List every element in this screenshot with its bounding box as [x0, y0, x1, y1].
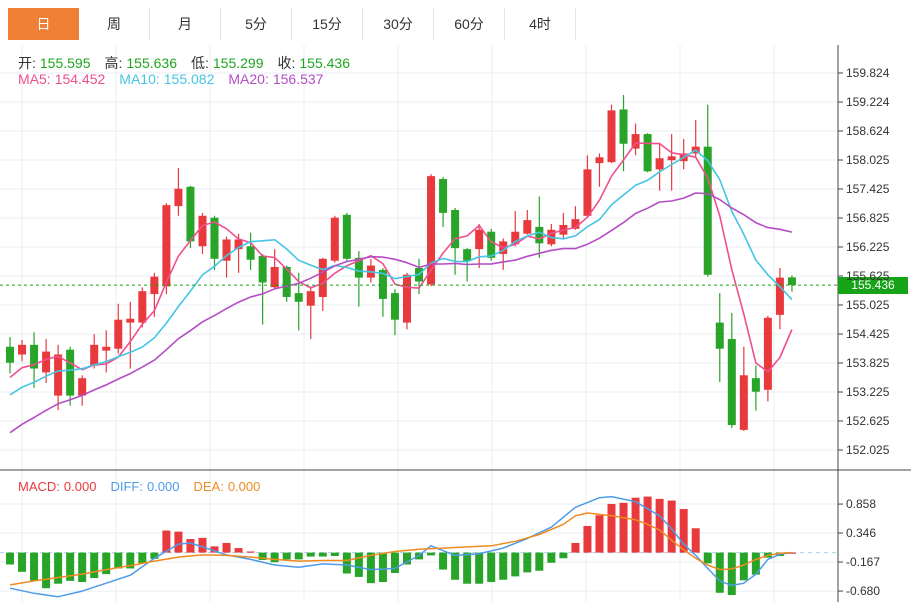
ohlc-info-row: 开: 155.595 高: 155.636 低: 155.299 收: 155.436	[18, 53, 364, 73]
tab-30min[interactable]: 30分	[363, 8, 434, 40]
ma-row-ma10-value: 155.082	[163, 71, 215, 87]
price-axis-label: 156.225	[846, 240, 890, 254]
ohlc-row-high-value: 155.636	[126, 55, 177, 71]
diff-line	[9, 495, 793, 598]
ma5-line	[9, 142, 793, 379]
ma20-line	[9, 192, 793, 434]
ohlc-row-high-label: 高:	[104, 55, 123, 71]
price-axis-label: 152.625	[846, 414, 890, 428]
dea-line	[9, 512, 792, 586]
macd-axis-label: -0.680	[846, 584, 881, 599]
price-axis-label: 159.824	[846, 66, 890, 80]
tab-week[interactable]: 周	[79, 8, 150, 40]
macd-axis-label: -0.167	[846, 555, 881, 570]
price-axis-label: 152.025	[846, 443, 890, 457]
macd-histogram	[6, 496, 796, 596]
macd-row-dea-value: 0.000	[227, 479, 261, 494]
ohlc-row-low-value: 155.299	[212, 55, 264, 71]
ma-row-ma20-label: MA20:	[228, 71, 269, 87]
grid	[0, 45, 838, 602]
macd-axis-label: 0.346	[846, 526, 877, 541]
macd-row-diff-value: 0.000	[146, 479, 180, 494]
price-axis-label: 157.425	[846, 182, 890, 196]
price-axis-label: 155.625	[846, 269, 890, 283]
tab-15min[interactable]: 15分	[292, 8, 363, 40]
macd-row-dea-label: DEA:	[193, 479, 224, 494]
macd-row-macd-label: MACD:	[18, 479, 60, 494]
price-axis-label: 158.624	[846, 124, 890, 138]
macd-axis-label: 0.858	[846, 497, 877, 512]
tab-month[interactable]: 月	[150, 8, 221, 40]
price-axis-label: 158.025	[846, 153, 890, 167]
tab-60min[interactable]: 60分	[434, 8, 505, 40]
ohlc-row-close-value: 155.436	[299, 55, 350, 71]
price-axis-label: 153.225	[846, 385, 890, 399]
ma10-line	[9, 149, 793, 396]
ma-row-ma5-value: 154.452	[54, 71, 106, 87]
ma-row-ma10-label: MA10:	[119, 71, 160, 87]
price-axis-label: 154.425	[846, 327, 890, 341]
price-axis-label: 155.025	[846, 298, 890, 312]
current-price-badge: 155.436	[838, 276, 908, 294]
ma-row-ma20-value: 156.537	[272, 71, 324, 87]
price-axis-label: 156.825	[846, 211, 890, 225]
macd-row-macd-value: 0.000	[63, 479, 97, 494]
tab-5min[interactable]: 5分	[221, 8, 292, 40]
ohlc-row-close-label: 收:	[277, 55, 296, 71]
candles	[6, 94, 796, 431]
ma-row-ma5-label: MA5:	[18, 71, 51, 87]
price-axis-label: 153.825	[846, 356, 890, 370]
price-axis-label: 159.224	[846, 95, 890, 109]
ma-info-row: MA5: 154.452 MA10: 155.082 MA20: 156.537	[18, 71, 337, 87]
timeframe-tabs: 日周月 5分 15分 30分 60分 4时	[8, 8, 576, 40]
macd-info-row: MACD: 0.000 DIFF: 0.000 DEA: 0.000	[18, 479, 274, 494]
macd-row-diff-label: DIFF:	[110, 479, 143, 494]
tab-day[interactable]: 日	[8, 8, 79, 40]
ohlc-row-open-value: 155.595	[39, 55, 91, 71]
tab-4hour[interactable]: 4时	[505, 8, 576, 40]
ohlc-row-open-label: 开:	[18, 55, 36, 71]
ohlc-row-low-label: 低:	[191, 55, 209, 71]
